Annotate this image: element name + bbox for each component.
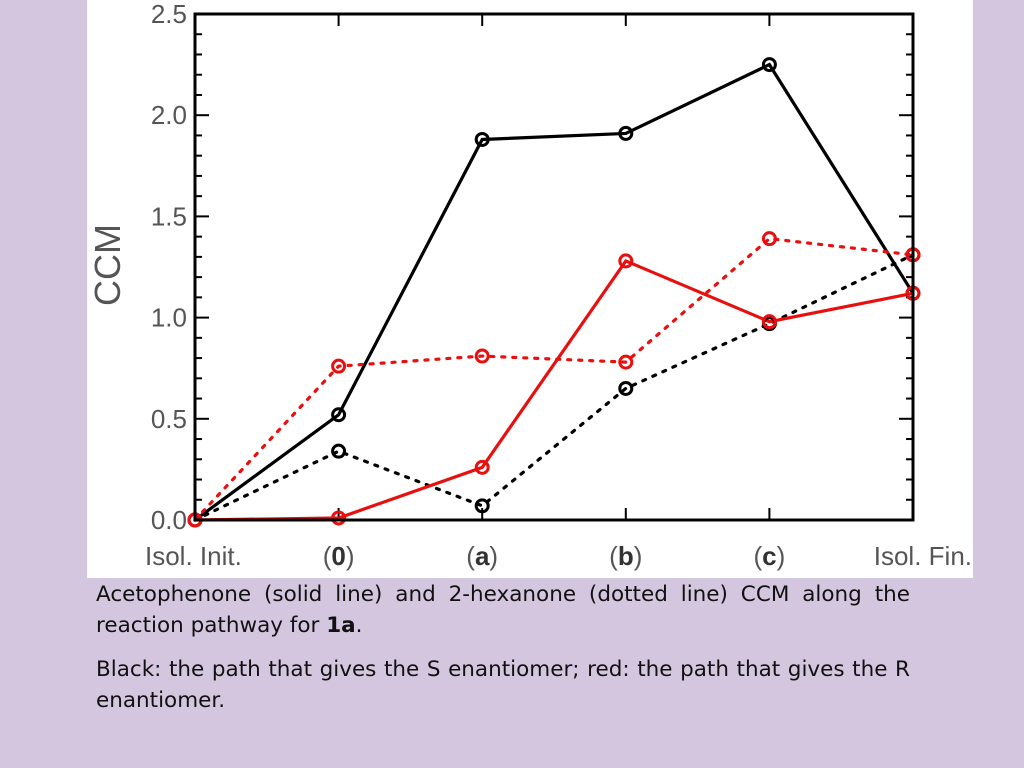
data-point bbox=[331, 407, 347, 423]
y-axis-title: CCM bbox=[87, 224, 128, 306]
x-tick-label-bold: b bbox=[618, 541, 634, 571]
data-point bbox=[474, 459, 490, 475]
series-lines bbox=[193, 62, 915, 522]
caption-1-text: Acetophenone (solid line) and 2-hexanone… bbox=[96, 582, 910, 638]
ccm-line-chart: 0.00.51.01.52.02.5 Isol. Init. (0) (a) (b)(… bbox=[87, 0, 972, 571]
x-tick-label-part: ) bbox=[634, 541, 643, 571]
x-tick-label-part: ( bbox=[466, 541, 475, 571]
caption-solid-dotted: Acetophenone (solid line) and 2-hexanone… bbox=[96, 579, 910, 641]
axis-ticks bbox=[194, 13, 914, 521]
x-tick-label: Isol. Fin. bbox=[874, 541, 972, 571]
x-tick-label-part: ) bbox=[346, 541, 355, 571]
data-point bbox=[618, 125, 634, 141]
x-tick-label-bold: c bbox=[762, 541, 776, 571]
caption-1-end: . bbox=[355, 613, 363, 638]
data-point bbox=[618, 380, 634, 396]
series-line-dotted-red bbox=[193, 236, 915, 522]
x-tick-label: (c) bbox=[753, 541, 785, 571]
y-tick-label: 0.5 bbox=[151, 404, 187, 434]
x-tick-label: (0) bbox=[323, 541, 355, 571]
data-point bbox=[761, 231, 777, 247]
y-tick-label: 1.0 bbox=[151, 303, 187, 333]
y-tick-label: 2.5 bbox=[151, 0, 187, 29]
x-tick-label-bold: 0 bbox=[331, 541, 345, 571]
data-point bbox=[474, 348, 490, 364]
y-tick-label: 2.0 bbox=[151, 100, 187, 130]
series-line-dotted-black bbox=[193, 253, 915, 522]
x-tick-label-part: ( bbox=[753, 541, 762, 571]
data-point bbox=[618, 253, 634, 269]
data-point bbox=[618, 354, 634, 370]
x-tick-label-part: Isol. Init. bbox=[145, 541, 242, 571]
x-tick-label-part: ( bbox=[609, 541, 618, 571]
x-tick-label-bold: a bbox=[475, 541, 490, 571]
compound-label: 1a bbox=[326, 613, 356, 638]
data-point bbox=[331, 443, 347, 459]
data-point bbox=[331, 510, 347, 526]
x-tick-label-part: ) bbox=[489, 541, 498, 571]
x-tick-label-part: ) bbox=[777, 541, 786, 571]
y-tick-label: 0.0 bbox=[151, 505, 187, 535]
data-point bbox=[474, 498, 490, 514]
data-point bbox=[761, 57, 777, 73]
y-tick-label: 1.5 bbox=[151, 201, 187, 231]
series-line-solid-red bbox=[194, 258, 914, 522]
y-tick-labels: 0.0 0.5 1.0 1.5 2.0 2.5 bbox=[151, 0, 187, 535]
x-tick-label-part: Isol. Fin. bbox=[874, 541, 972, 571]
x-tick-label: Isol. Init. bbox=[145, 541, 242, 571]
x-tick-labels: Isol. Init. (0) (a) (b) (c) Isol. Fin. bbox=[145, 541, 972, 571]
data-point bbox=[761, 314, 777, 330]
x-tick-label-part: ( bbox=[323, 541, 332, 571]
plot-frame bbox=[193, 12, 915, 522]
caption-colors: Black: the path that gives the S enantio… bbox=[96, 657, 910, 713]
series-line-solid-black bbox=[194, 62, 915, 522]
data-point bbox=[331, 358, 347, 374]
x-tick-label: (b) bbox=[609, 541, 642, 571]
chart-panel: 0.0 0.5 1.0 1.5 2.0 2.5 Isol. Init. (0) (a) (b)(… bbox=[87, 0, 973, 578]
data-point bbox=[474, 131, 490, 147]
x-tick-label: (a) bbox=[466, 541, 498, 571]
